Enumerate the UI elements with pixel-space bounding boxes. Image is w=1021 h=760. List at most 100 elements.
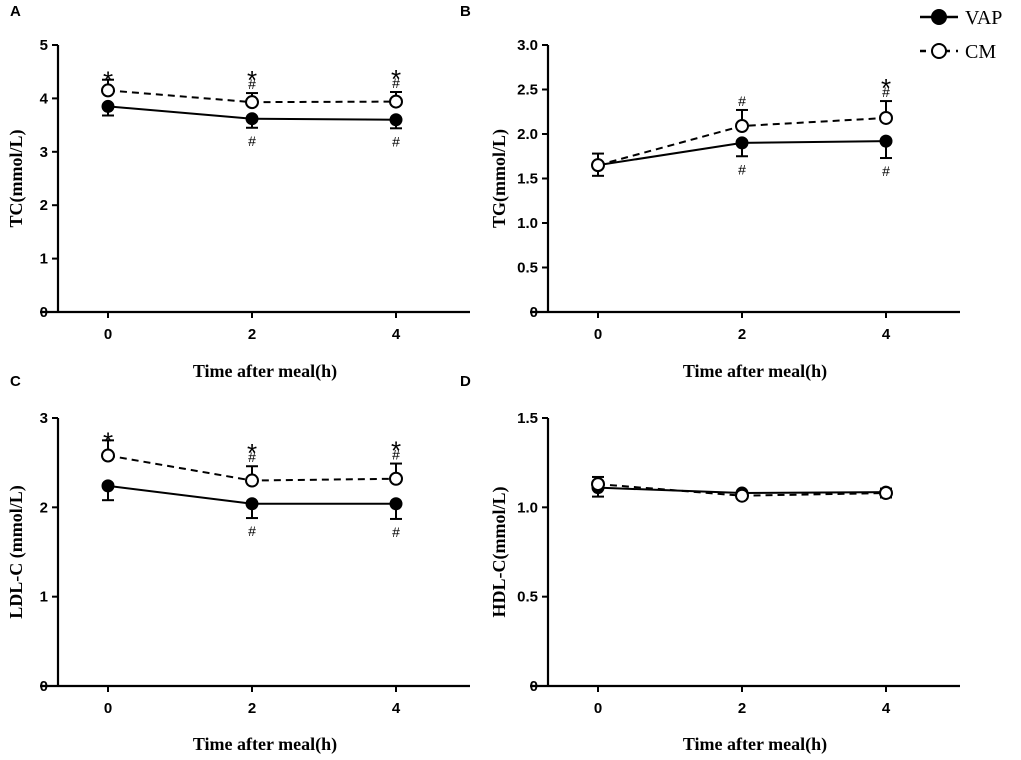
y-axis-title: TG(mmol/L) (489, 129, 510, 228)
x-axis-title: Time after meal(h) (683, 361, 827, 382)
x-tick-label: 4 (392, 700, 401, 717)
data-point-cm (389, 471, 403, 486)
significance-star: * (247, 438, 257, 468)
data-point-vap (735, 136, 749, 150)
legend-label-cm: CM (965, 41, 996, 63)
x-tick-label: 2 (738, 326, 746, 343)
y-tick-label: 1.5 (517, 410, 538, 427)
y-axis-title: TC(mmol/L) (6, 130, 27, 228)
data-point-cm (591, 158, 605, 173)
panel-letter: C (10, 373, 21, 390)
y-tick-label: 2 (40, 499, 48, 516)
legend-marker-vap (931, 9, 947, 25)
legend: VAP CM (920, 7, 1002, 63)
y-tick-label: 0 (40, 678, 48, 695)
significance-hash: # (392, 133, 400, 149)
significance-star: * (391, 64, 401, 94)
significance-star: * (103, 66, 113, 96)
y-tick-label: 3 (40, 144, 48, 161)
x-tick-label: 0 (104, 700, 112, 717)
data-point-vap (389, 497, 403, 511)
x-tick-label: 0 (594, 700, 602, 717)
significance-star: * (103, 426, 113, 456)
y-tick-label: 1 (40, 589, 48, 606)
panel-letter: B (460, 3, 471, 20)
y-tick-label: 0 (40, 304, 48, 321)
data-point-cm (735, 118, 749, 133)
x-tick-label: 0 (594, 326, 602, 343)
data-point-cm (591, 477, 605, 492)
y-tick-label: 0.5 (517, 589, 538, 606)
chart-panel-c: C 0 1 2 3 0 2 4 Time after meal(h) LDL-C (mmol/L)… (6, 373, 470, 755)
chart-panel-d: D 0 0.5 1.0 1.5 0 2 4 Time after meal(h) HDL-C(mm… (460, 373, 960, 755)
data-point-vap (879, 134, 893, 148)
data-point-cm (879, 110, 893, 125)
data-point-vap (101, 99, 115, 113)
y-tick-label: 1 (40, 251, 48, 268)
x-tick-label: 2 (248, 700, 256, 717)
y-tick-label: 0 (530, 304, 538, 321)
y-tick-label: 2 (40, 197, 48, 214)
y-tick-label: 4 (40, 90, 49, 107)
y-tick-label: 3.0 (517, 37, 538, 54)
x-tick-label: 2 (248, 326, 256, 343)
y-axis-title: LDL-C (mmol/L) (6, 485, 27, 619)
y-tick-label: 5 (40, 37, 48, 54)
data-point-cm (389, 94, 403, 109)
data-point-vap (389, 113, 403, 127)
data-point-vap (245, 112, 259, 126)
significance-hash: # (738, 161, 746, 177)
x-axis-title: Time after meal(h) (193, 361, 337, 382)
significance-hash: # (248, 133, 256, 149)
x-tick-label: 4 (882, 700, 891, 717)
chart-panel-b: B 0 0.5 1.0 1.5 2.0 2.5 3.0 0 2 4 Time after meal(h… (460, 3, 960, 382)
significance-star: * (881, 73, 891, 103)
significance-hash: # (248, 76, 256, 92)
data-point-cm (101, 448, 115, 463)
series-cm (591, 100, 893, 173)
y-tick-label: 3 (40, 410, 48, 427)
x-axis-title: Time after meal(h) (683, 734, 827, 755)
series-cm (101, 78, 403, 110)
y-tick-label: 1.0 (517, 215, 538, 232)
y-tick-label: 1.0 (517, 499, 538, 516)
legend-label-vap: VAP (965, 7, 1002, 29)
y-tick-label: 2.5 (517, 82, 538, 99)
y-axis-title: HDL-C(mmol/L) (489, 487, 510, 618)
legend-marker-cm (931, 43, 947, 59)
panel-letter: A (10, 3, 21, 20)
panel-letter: D (460, 373, 471, 390)
significance-hash: # (392, 524, 400, 540)
y-tick-label: 1.5 (517, 171, 538, 188)
y-tick-label: 2.0 (517, 126, 538, 143)
significance-hash: # (248, 449, 256, 465)
x-axis-title: Time after meal(h) (193, 734, 337, 755)
series-cm (591, 475, 893, 503)
data-point-cm (245, 473, 259, 488)
series-vap (101, 99, 403, 130)
significance-hash: # (882, 84, 890, 100)
significance-star: * (247, 65, 257, 95)
significance-hash: # (392, 447, 400, 463)
significance-hash: # (248, 523, 256, 539)
data-point-cm (879, 486, 893, 501)
significance-hash: # (392, 75, 400, 91)
data-point-cm (735, 488, 749, 503)
significance-hash: # (738, 93, 746, 109)
significance-star: * (391, 436, 401, 466)
data-point-vap (245, 497, 259, 511)
data-point-vap (101, 479, 115, 493)
significance-hash: # (882, 163, 890, 179)
data-point-cm (245, 95, 259, 110)
y-tick-label: 0.5 (517, 260, 538, 277)
data-point-cm (101, 83, 115, 98)
series-vap (101, 479, 403, 520)
x-tick-label: 0 (104, 326, 112, 343)
series-cm (101, 439, 403, 488)
x-tick-label: 4 (882, 326, 891, 343)
x-tick-label: 2 (738, 700, 746, 717)
x-tick-label: 4 (392, 326, 401, 343)
y-tick-label: 0 (530, 678, 538, 695)
